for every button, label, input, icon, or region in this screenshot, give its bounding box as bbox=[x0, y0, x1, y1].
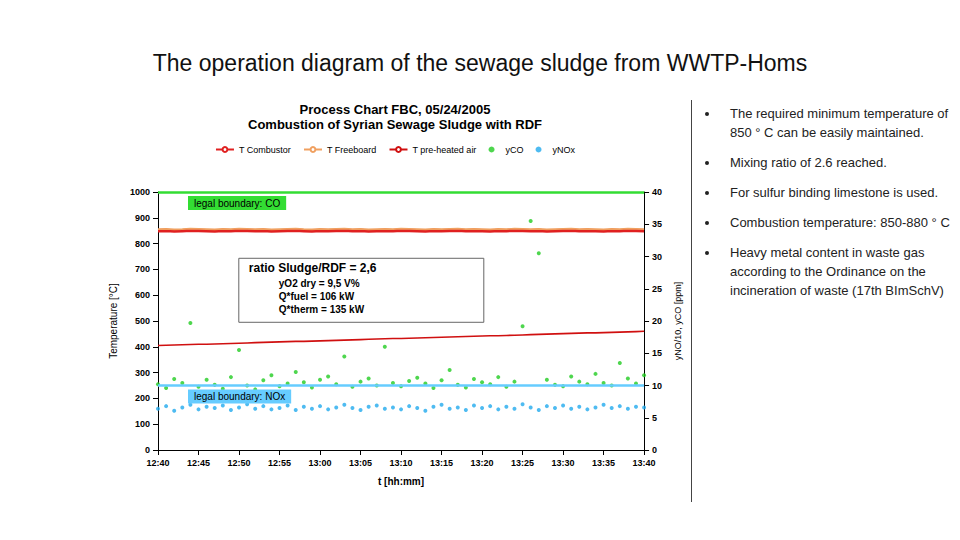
svg-text:13:00: 13:00 bbox=[309, 458, 332, 468]
svg-text:yO2 dry = 9,5 V%: yO2 dry = 9,5 V% bbox=[279, 278, 360, 289]
svg-text:13:35: 13:35 bbox=[592, 458, 615, 468]
svg-text:300: 300 bbox=[135, 368, 150, 378]
html-text:For sulfur binding limestone i: For sulfur binding limestone is used. bbox=[730, 185, 939, 200]
svg-text:t [hh:mm]: t [hh:mm] bbox=[378, 476, 424, 487]
svg-text:yNO/10, yCO [ppm]: yNO/10, yCO [ppm] bbox=[673, 282, 683, 361]
svg-text:10: 10 bbox=[652, 381, 662, 391]
svg-text:1000: 1000 bbox=[130, 187, 150, 197]
svg-text:25: 25 bbox=[652, 284, 662, 294]
svg-text:yCO: yCO bbox=[506, 145, 524, 155]
svg-text:0: 0 bbox=[145, 445, 150, 455]
svg-text:15: 15 bbox=[652, 348, 662, 358]
svg-text:13:30: 13:30 bbox=[552, 458, 575, 468]
html-text:The operation diagram of the s: The operation diagram of the sewage slud… bbox=[152, 50, 808, 76]
svg-text:13:10: 13:10 bbox=[390, 458, 413, 468]
svg-text:Temperature [°C]: Temperature [°C] bbox=[108, 283, 119, 359]
svg-text:T Freeboard: T Freeboard bbox=[327, 145, 376, 155]
svg-text:35: 35 bbox=[652, 219, 662, 229]
svg-text:400: 400 bbox=[135, 342, 150, 352]
svg-text:800: 800 bbox=[135, 239, 150, 249]
svg-text:13:05: 13:05 bbox=[349, 458, 372, 468]
svg-text:100: 100 bbox=[135, 419, 150, 429]
svg-text:13:25: 13:25 bbox=[511, 458, 534, 468]
svg-text:yNOx: yNOx bbox=[553, 145, 576, 155]
svg-text:Process Chart FBC, 05/24/2005: Process Chart FBC, 05/24/2005 bbox=[300, 102, 491, 117]
svg-text:12:55: 12:55 bbox=[268, 458, 291, 468]
svg-text:13:20: 13:20 bbox=[471, 458, 494, 468]
html-text:The required minimum temperatu: The required minimum temperature of 850 … bbox=[730, 106, 949, 140]
svg-text:ratio Sludge/RDF = 2,6: ratio Sludge/RDF = 2,6 bbox=[249, 261, 377, 275]
svg-text:12:45: 12:45 bbox=[187, 458, 210, 468]
svg-text:600: 600 bbox=[135, 290, 150, 300]
svg-text:700: 700 bbox=[135, 264, 150, 274]
html-text:Heavy metal content in waste g: Heavy metal content in waste gas accordi… bbox=[730, 245, 944, 298]
svg-text:30: 30 bbox=[652, 252, 662, 262]
html-text:Combustion temperature: 850-88: Combustion temperature: 850-880 ° C bbox=[730, 215, 950, 230]
svg-text:0: 0 bbox=[652, 445, 657, 455]
svg-text:5: 5 bbox=[652, 413, 657, 423]
svg-text:12:50: 12:50 bbox=[227, 458, 250, 468]
svg-text:Q*therm = 135 kW: Q*therm = 135 kW bbox=[279, 304, 365, 315]
svg-text:Combustion of Syrian Sewage Sl: Combustion of Syrian Sewage Sludge with … bbox=[248, 117, 542, 132]
svg-text:200: 200 bbox=[135, 393, 150, 403]
svg-text:13:40: 13:40 bbox=[633, 458, 656, 468]
svg-text:legal boundary: NOx: legal boundary: NOx bbox=[194, 391, 285, 402]
svg-text:900: 900 bbox=[135, 213, 150, 223]
svg-text:Q*fuel = 106 kW: Q*fuel = 106 kW bbox=[279, 291, 355, 302]
svg-text:legal boundary: CO: legal boundary: CO bbox=[194, 198, 280, 209]
html-text:Mixing ratio of 2.6 reached.: Mixing ratio of 2.6 reached. bbox=[730, 155, 887, 170]
svg-text:500: 500 bbox=[135, 316, 150, 326]
svg-text:20: 20 bbox=[652, 316, 662, 326]
svg-text:T Combustor: T Combustor bbox=[239, 145, 291, 155]
svg-text:13:15: 13:15 bbox=[430, 458, 453, 468]
svg-text:12:40: 12:40 bbox=[146, 458, 169, 468]
svg-text:T pre-heated air: T pre-heated air bbox=[413, 145, 477, 155]
svg-text:40: 40 bbox=[652, 187, 662, 197]
